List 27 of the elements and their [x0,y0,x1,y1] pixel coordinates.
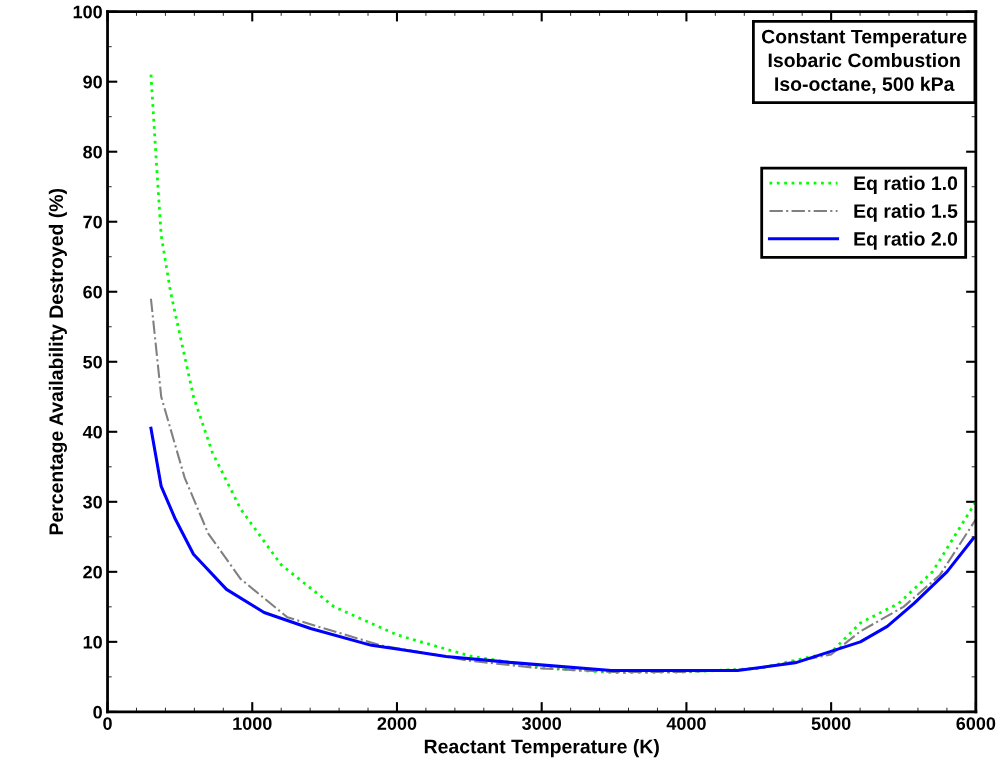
y-tick-label: 60 [83,285,102,299]
x-tick-label: 3000 [522,717,562,731]
line-series [149,73,976,675]
x-axis-title: Reactant Temperature (K) [424,739,659,758]
x-tick-label: 6000 [956,717,996,730]
x-tick-label: 5000 [811,717,851,730]
y-tick-label: 40 [82,425,102,439]
x-tick-label: 4000 [666,717,706,730]
x-tick-label: 0 [103,717,112,730]
y-tick-label: 10 [83,635,102,649]
y-tick-label: 70 [83,215,102,229]
y-tick-label: 100 [73,5,102,19]
legend-label: Eq ratio 1.5 [854,203,958,222]
x-tick-label: 2000 [377,717,417,730]
y-tick-label: 30 [83,495,102,509]
legend-label: Eq ratio 1.0 [854,175,958,194]
line-series [149,426,975,673]
y-tick-label: 90 [83,75,102,89]
x-tick-label: 1000 [233,717,272,730]
y-tick-label: 50 [83,355,102,369]
annotation: Constant Temperature Isobaric Combustion Iso-octane, 500 kPa [761,29,967,94]
y-axis-title: Percentage Availability Destroyed (%) [48,188,67,535]
legend-label: Eq ratio 2.0 [854,231,958,250]
y-tick-label: 80 [83,145,102,159]
line-series [149,297,976,673]
y-tick-label: 20 [83,565,102,579]
y-tick-label: 0 [93,705,102,719]
